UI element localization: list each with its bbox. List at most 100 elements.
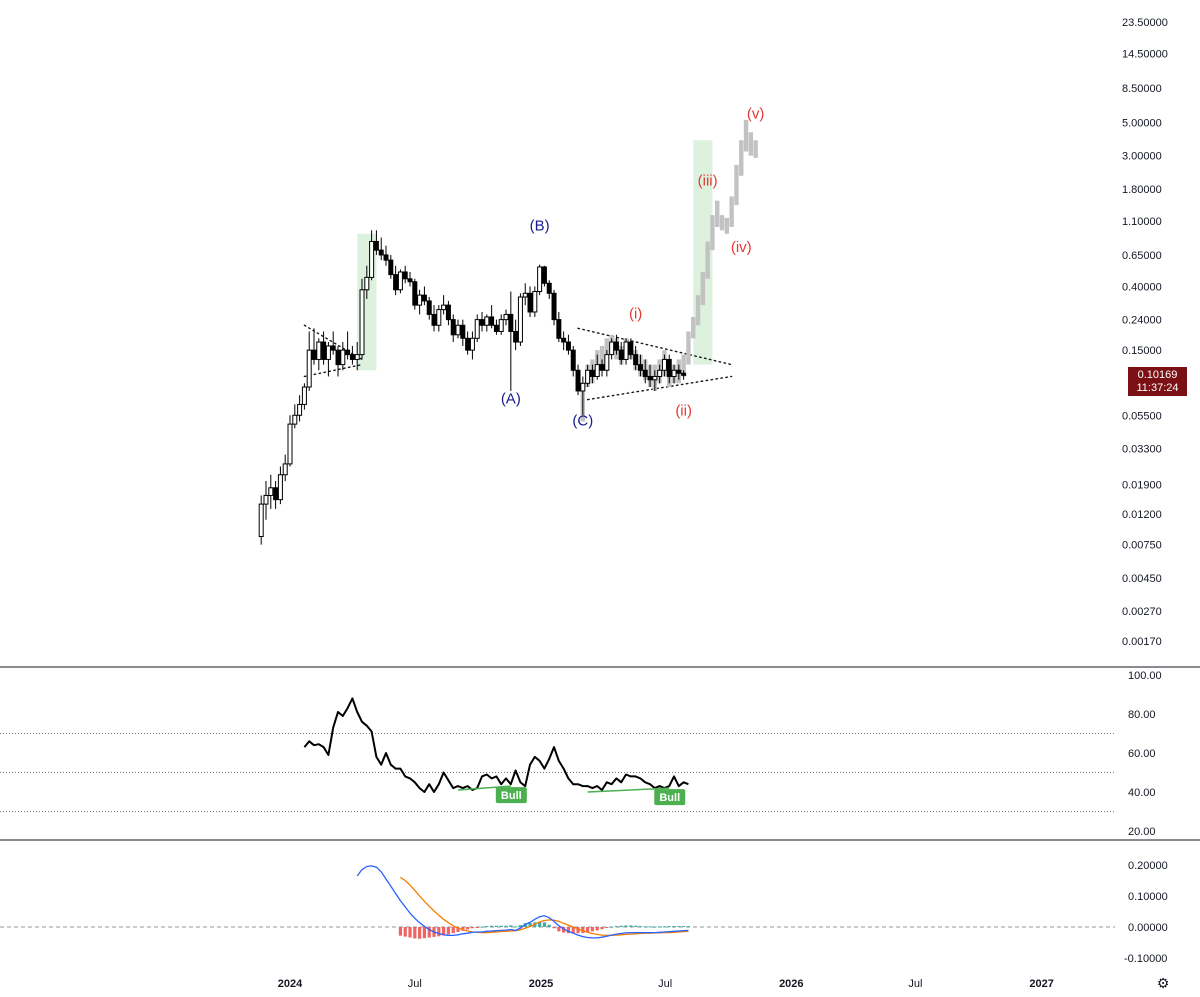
- candle-body: [349, 354, 355, 360]
- macd-pane: [0, 865, 1115, 939]
- candle-body: [541, 266, 547, 284]
- candle-body: [330, 345, 336, 351]
- candle-body: [618, 349, 624, 360]
- macd-histogram-bar: [581, 927, 585, 933]
- candle-body: [637, 364, 643, 371]
- projection-bar: [729, 196, 734, 227]
- price-tick-label: 3.00000: [1122, 151, 1162, 163]
- rsi-tick-label: 60.00: [1128, 748, 1156, 760]
- rsi-tick-label: 100.00: [1128, 670, 1162, 682]
- time-tick-label: Jul: [908, 978, 922, 990]
- candle-body: [364, 276, 370, 291]
- candle-body: [633, 354, 639, 366]
- macd-histogram-bar: [480, 926, 484, 928]
- macd-tick-label: -0.10000: [1124, 953, 1167, 965]
- time-tick-label: Jul: [408, 978, 422, 990]
- rsi-tick-label: 40.00: [1128, 787, 1156, 799]
- candle-body: [546, 282, 552, 294]
- time-axis: 2024 Jul 2025 Jul 2026 Jul 2027: [278, 978, 1054, 990]
- candle-body: [397, 271, 403, 291]
- price-tick-label: 5.00000: [1122, 117, 1162, 129]
- candle-body: [609, 341, 615, 356]
- projection-bar: [710, 215, 715, 251]
- candle-body: [421, 294, 427, 302]
- macd-histogram-bar: [466, 927, 470, 930]
- macd-histogram-bar: [413, 927, 417, 939]
- price-tick-label: 0.15000: [1122, 345, 1162, 357]
- macd-histogram-bar: [566, 927, 571, 934]
- candle-body: [613, 341, 619, 351]
- divergence-badge: [495, 787, 527, 804]
- candle-body: [594, 364, 600, 377]
- macd-histogram-bar: [662, 926, 667, 928]
- candle-body: [561, 337, 567, 343]
- macd-histogram-bar: [547, 924, 551, 927]
- candle-body: [647, 375, 653, 381]
- candle-body: [407, 278, 413, 283]
- candle-body: [268, 487, 274, 496]
- macd-histogram-bar: [682, 926, 686, 928]
- candle-body: [681, 372, 687, 376]
- wave-label: (i): [629, 305, 642, 322]
- price-tick-label: 0.00750: [1122, 540, 1162, 552]
- candle-body: [316, 341, 322, 360]
- macd-histogram-bar: [614, 926, 619, 928]
- candle-body: [623, 341, 629, 360]
- projection-bar: [715, 200, 720, 227]
- rsi-axis: 100.00 80.00 60.00 40.00 20.00: [1128, 670, 1162, 838]
- candle-body: [450, 319, 456, 336]
- projection-bar: [705, 241, 710, 279]
- macd-histogram-bar: [600, 927, 604, 930]
- macd-histogram-bar: [576, 927, 580, 934]
- macd-histogram-bar: [408, 927, 412, 938]
- candle-body: [498, 319, 504, 332]
- wave-label: (B): [530, 217, 550, 234]
- price-tick-label: 14.50000: [1122, 48, 1168, 60]
- candle-body: [676, 369, 682, 374]
- candle-body: [575, 369, 581, 392]
- macd-histogram-bar: [494, 925, 499, 927]
- candle-body: [474, 319, 480, 339]
- macd-histogram-bar: [427, 927, 431, 938]
- macd-histogram-bar: [653, 926, 657, 928]
- candle-body: [455, 324, 461, 336]
- macd-histogram-bar: [499, 925, 503, 927]
- candle-body: [277, 474, 283, 501]
- price-tick-label: 0.40000: [1122, 281, 1162, 293]
- macd-histogram-bar: [442, 927, 446, 936]
- candle-body: [537, 266, 543, 293]
- macd-histogram-bar: [446, 927, 451, 935]
- candle-body: [508, 313, 514, 332]
- projection-bar: [700, 271, 706, 306]
- candle-body: [354, 354, 360, 360]
- projection-bar: [599, 345, 605, 371]
- gear-icon[interactable]: ⚙: [1156, 975, 1170, 991]
- candle-body: [570, 349, 576, 371]
- macd-histogram-bar: [643, 926, 647, 928]
- macd-histogram-bar: [686, 926, 691, 928]
- price-tick-label: 0.00450: [1122, 573, 1162, 585]
- divergence-line: [457, 785, 511, 791]
- macd-histogram-bar: [398, 927, 403, 936]
- macd-histogram-bar: [504, 925, 508, 927]
- rsi-line: [303, 697, 689, 793]
- projection-bar: [719, 215, 725, 231]
- candle-body: [393, 274, 399, 291]
- candle-body: [445, 304, 451, 321]
- time-tick-label: 2026: [779, 978, 803, 990]
- macd-histogram-bar: [562, 927, 566, 933]
- candle-body: [412, 281, 418, 306]
- wave-label: (A): [501, 390, 521, 407]
- macd-tick-label: 0.10000: [1128, 891, 1168, 903]
- candle-body: [628, 341, 634, 356]
- rsi-levels: [0, 733, 1115, 812]
- macd-tick-label: 0.20000: [1128, 860, 1168, 872]
- time-tick-label: Jul: [658, 978, 672, 990]
- candle-body: [585, 369, 591, 384]
- macd-histogram-bar: [586, 927, 590, 933]
- macd-histogram-bar: [437, 927, 441, 937]
- candle-body: [345, 349, 351, 356]
- candle-body: [532, 291, 538, 313]
